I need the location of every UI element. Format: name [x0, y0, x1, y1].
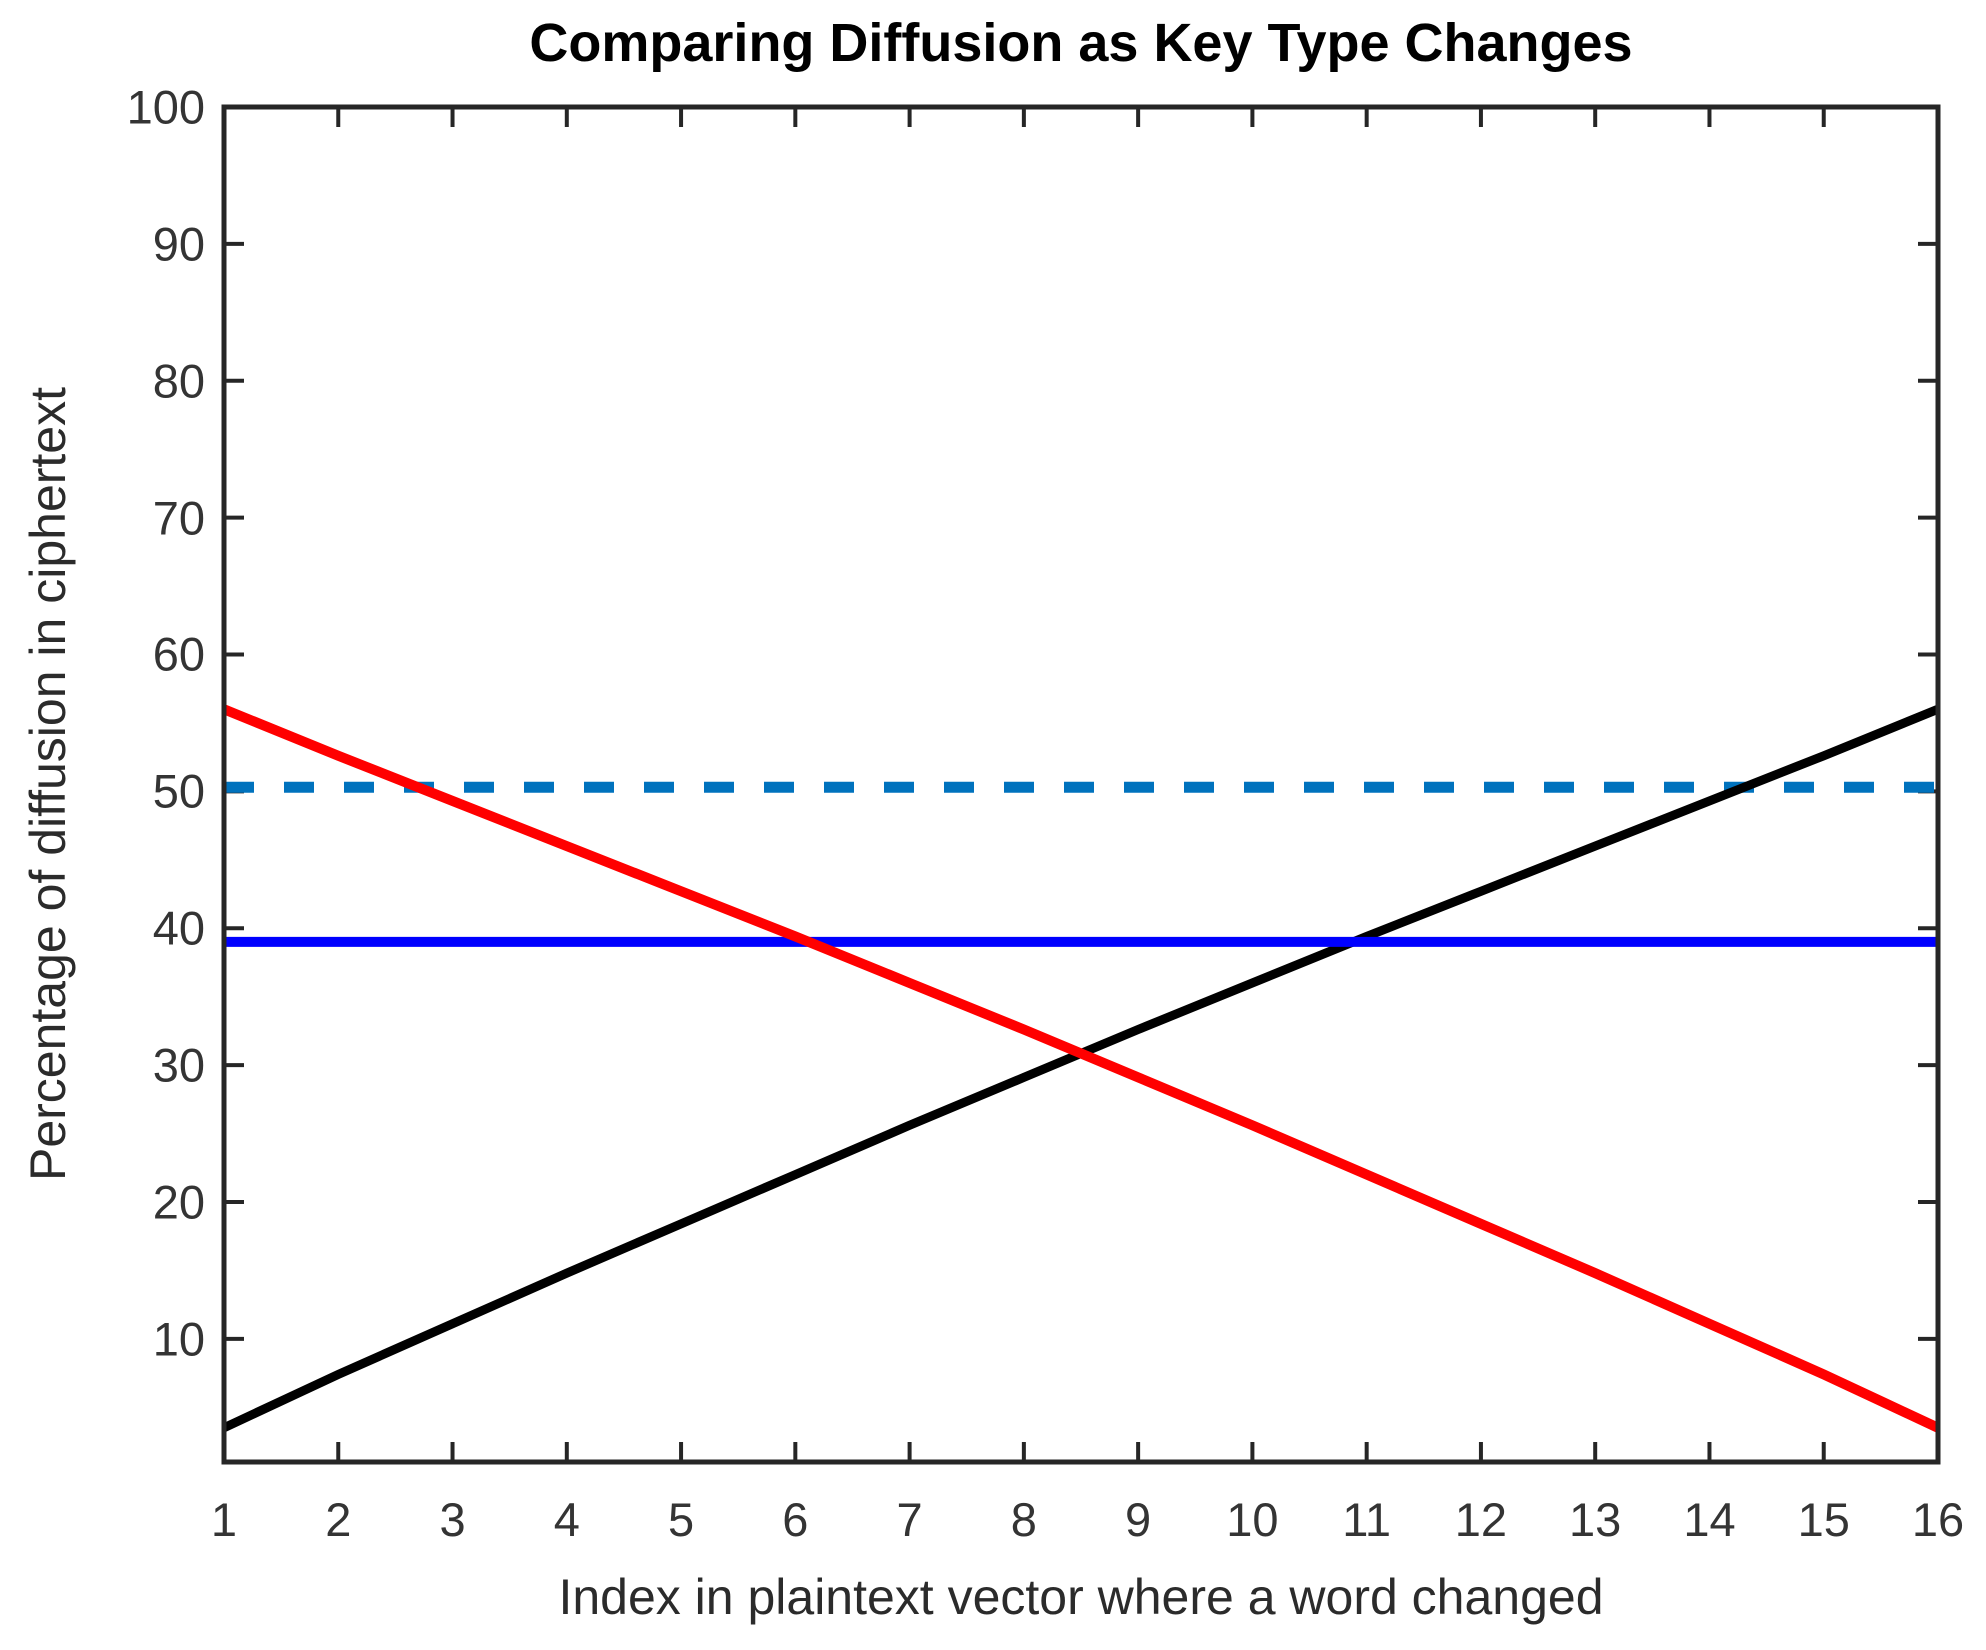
x-tick-label: 7	[896, 1493, 923, 1546]
y-tick-label: 70	[152, 491, 205, 545]
y-tick-label: 10	[152, 1312, 205, 1366]
x-tick-label: 6	[782, 1493, 809, 1546]
y-tick-label: 40	[152, 901, 205, 955]
x-tick-label: 1	[210, 1493, 238, 1546]
x-tick-label: 11	[1342, 1493, 1392, 1546]
y-tick-label: 50	[152, 764, 205, 818]
x-tick-label: 10	[1226, 1493, 1279, 1546]
y-tick-label: 30	[152, 1038, 205, 1092]
x-tick-label: 9	[1125, 1493, 1152, 1546]
y-tick-label: 60	[152, 627, 205, 681]
plot-box	[221, 104, 1941, 1465]
x-tick-label: 5	[667, 1493, 695, 1546]
x-tick-label: 4	[553, 1493, 580, 1546]
x-tick-label: 12	[1454, 1493, 1508, 1546]
x-tick-label: 14	[1683, 1493, 1736, 1546]
x-axis-label: Index in plaintext vector where a word c…	[558, 1569, 1604, 1625]
x-tick-label: 3	[439, 1493, 466, 1546]
x-tick-label: 15	[1797, 1493, 1850, 1546]
y-tick-label: 80	[152, 354, 205, 408]
x-tick-label: 2	[325, 1493, 352, 1546]
x-tick-label: 13	[1569, 1493, 1622, 1546]
y-tick-label: 100	[126, 80, 205, 134]
y-tick-label: 20	[152, 1175, 205, 1229]
decreasing-diffusion-line	[222, 704, 1941, 1433]
chart-title: Comparing Diffusion as Key Type Changes	[529, 13, 1633, 73]
x-tick-label: 8	[1010, 1493, 1037, 1546]
y-tick-label: 90	[152, 217, 205, 271]
x-tick-label: 16	[1911, 1493, 1965, 1546]
